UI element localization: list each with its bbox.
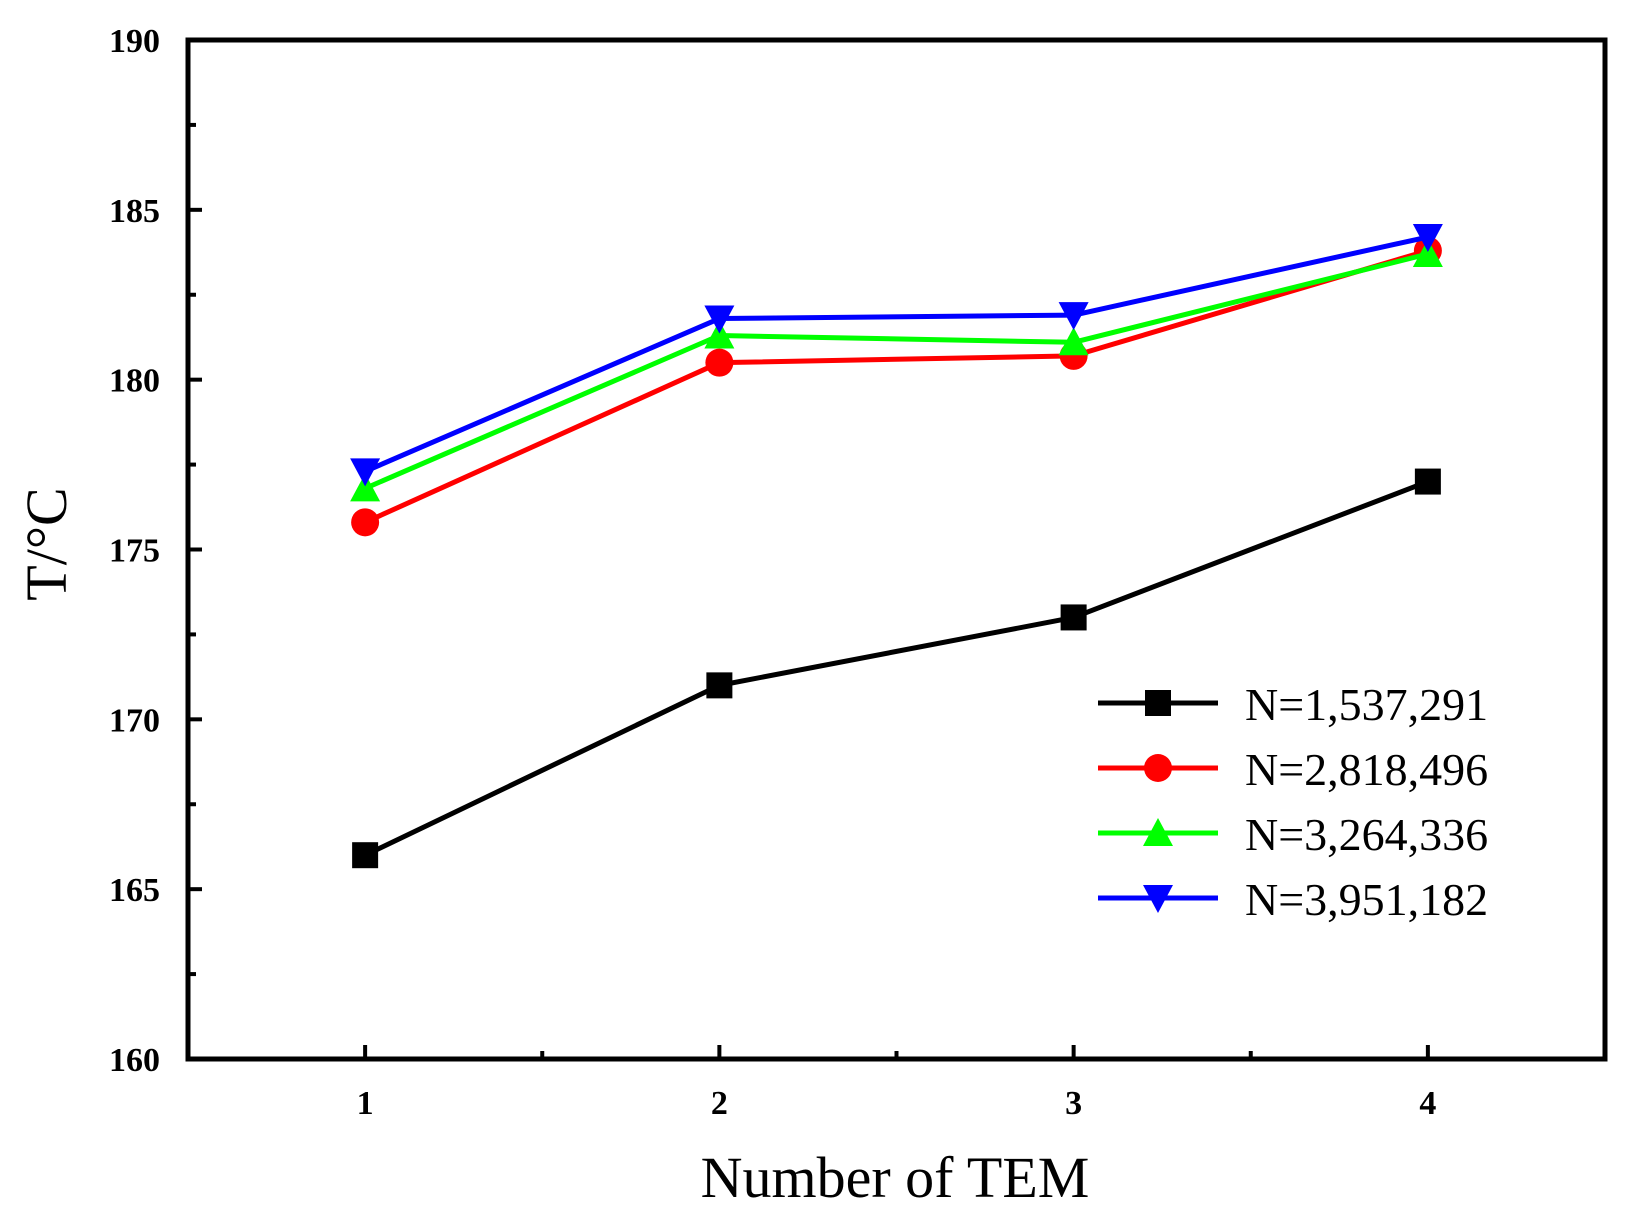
- x-axis-title: Number of TEM: [701, 1145, 1090, 1210]
- data-point: [704, 305, 735, 334]
- series-line: [364, 248, 1429, 525]
- data-point: [1414, 468, 1441, 495]
- legend: N=1,537,291 N=2,818,496 N=3,264,336 N=3,951…: [1098, 679, 1488, 925]
- legend-marker: [1145, 690, 1171, 716]
- data-point: [1060, 604, 1087, 631]
- y-axis-title: T/°C: [14, 487, 79, 600]
- series-3: [350, 238, 1443, 502]
- data-point: [352, 842, 379, 869]
- x-tick-label: 3: [1065, 1085, 1082, 1122]
- series-4: [350, 224, 1443, 487]
- x-tick-label: 1: [357, 1085, 374, 1122]
- series-2: [351, 236, 1442, 537]
- legend-label: N=3,951,182: [1245, 874, 1488, 925]
- series-line: [364, 479, 1429, 858]
- y-tick-label: 165: [109, 872, 160, 909]
- series-line: [364, 234, 1429, 474]
- y-tick-label: 180: [109, 363, 160, 400]
- data-point: [1412, 224, 1443, 253]
- series-1: [352, 468, 1441, 869]
- y-tick-label: 160: [109, 1042, 160, 1079]
- legend-marker: [1143, 818, 1173, 846]
- data-point: [350, 458, 381, 487]
- x-tick-label: 4: [1419, 1085, 1436, 1122]
- legend-item: N=1,537,291: [1098, 679, 1488, 730]
- data-point: [1412, 238, 1443, 267]
- y-tick-label: 170: [109, 702, 160, 739]
- legend-marker: [1144, 754, 1172, 782]
- data-point: [1058, 327, 1089, 356]
- data-point: [351, 508, 380, 537]
- y-tick-label: 185: [109, 193, 160, 230]
- data-point: [1058, 302, 1089, 331]
- data-point: [350, 473, 381, 502]
- y-tick-label: 175: [109, 533, 160, 570]
- series-line: [364, 251, 1429, 491]
- data-point: [705, 348, 734, 377]
- data-point: [706, 672, 733, 699]
- y-tick-label: 190: [109, 23, 160, 60]
- legend-label: N=3,264,336: [1245, 809, 1488, 860]
- legend-item: N=2,818,496: [1098, 744, 1488, 795]
- legend-item: N=3,264,336: [1098, 809, 1488, 860]
- x-tick-label: 2: [711, 1085, 728, 1122]
- legend-label: N=1,537,291: [1245, 679, 1488, 730]
- legend-marker: [1143, 885, 1173, 913]
- data-point: [704, 320, 735, 349]
- legend-label: N=2,818,496: [1245, 744, 1488, 795]
- legend-item: N=3,951,182: [1098, 874, 1488, 925]
